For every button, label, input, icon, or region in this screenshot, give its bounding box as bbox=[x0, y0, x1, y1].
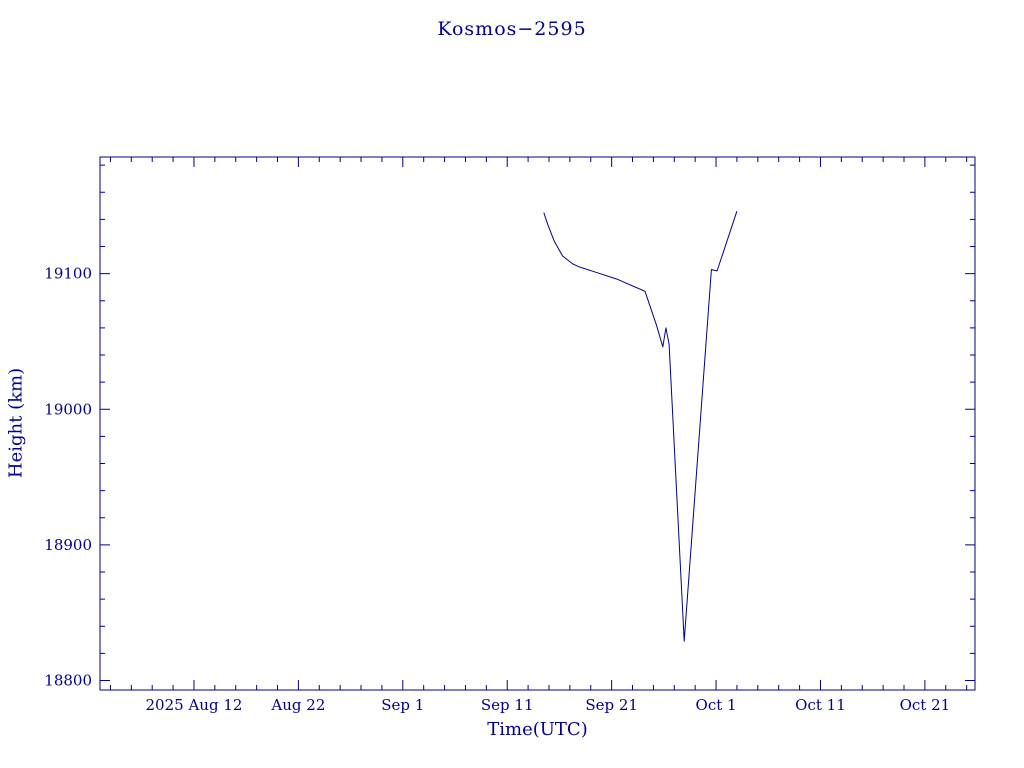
x-tick-label: Aug 22 bbox=[270, 696, 325, 714]
y-axis-label: Height (km) bbox=[5, 367, 27, 479]
x-tick-label: Sep 11 bbox=[481, 696, 534, 714]
x-tick-label: Oct 21 bbox=[900, 696, 951, 714]
x-tick-label: Oct 11 bbox=[795, 696, 846, 714]
y-tick-label: 19100 bbox=[44, 265, 92, 283]
x-tick-label: Sep 1 bbox=[381, 696, 424, 714]
x-tick-label: 2025 Aug 12 bbox=[146, 696, 243, 714]
x-axis-label: Time(UTC) bbox=[487, 719, 588, 740]
y-tick-label: 19000 bbox=[44, 400, 92, 418]
height-line bbox=[543, 211, 738, 642]
x-tick-label: Oct 1 bbox=[696, 696, 737, 714]
plot-frame bbox=[99, 156, 976, 691]
y-tick-label: 18900 bbox=[44, 536, 92, 554]
y-tick-label: 18800 bbox=[44, 672, 92, 690]
chart-title: Kosmos−2595 bbox=[437, 18, 587, 40]
x-tick-label: Sep 21 bbox=[585, 696, 638, 714]
